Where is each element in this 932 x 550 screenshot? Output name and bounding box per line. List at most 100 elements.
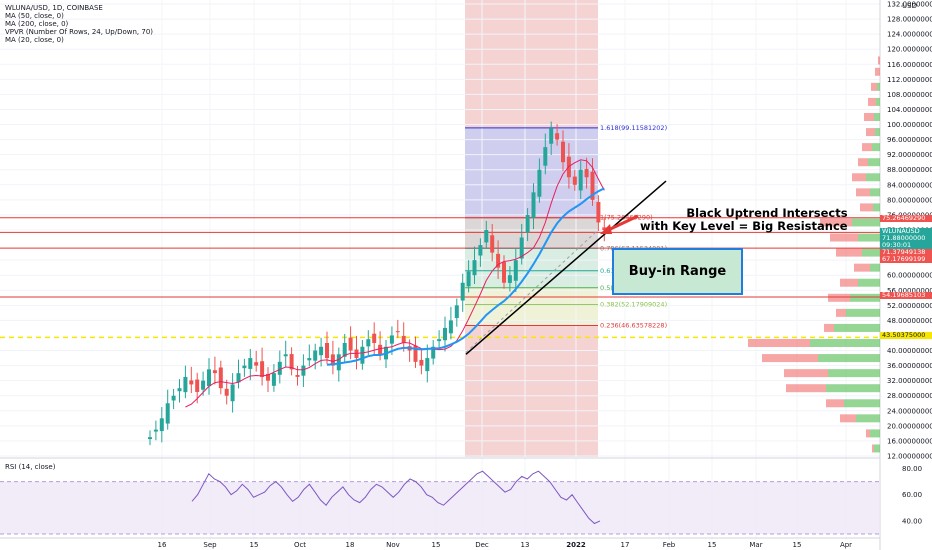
candle-body <box>207 369 211 387</box>
candle-body <box>531 192 536 218</box>
price-tick-label: 52.00000000 <box>887 302 932 310</box>
price-tick-label: 116.00000000 <box>887 61 932 69</box>
time-tick-label: 16 <box>158 541 167 549</box>
candle-body <box>301 365 306 376</box>
candle-body <box>590 171 595 200</box>
vpvr-bar-up <box>870 429 880 438</box>
vpvr-bar-up <box>858 278 880 287</box>
vpvr-bar-down <box>862 143 872 152</box>
candle-body <box>578 169 583 191</box>
vpvr-bar-up <box>868 158 880 167</box>
candle-body <box>248 358 253 369</box>
candle-body <box>460 282 465 301</box>
annotation-main: Black Uptrend Intersects with Key Level … <box>640 207 848 233</box>
rsi-tick-label: 60.00 <box>902 491 922 499</box>
candle-body <box>171 395 176 401</box>
vpvr-bar-up <box>874 444 880 453</box>
ma50-line <box>326 187 605 366</box>
time-tick-label: Oct <box>294 541 306 549</box>
buy-range-box[interactable]: Buy-in Range <box>612 248 743 295</box>
candle-body <box>502 262 506 283</box>
candle-body <box>289 354 294 370</box>
vpvr-bar-up <box>875 128 880 137</box>
candle-body <box>596 202 601 223</box>
vpvr-bar-up <box>862 248 880 257</box>
vpvr-bar-down <box>762 354 818 363</box>
symbol-title: WLUNA/USD, 1D, COINBASE <box>5 4 103 12</box>
time-tick-label: 15 <box>432 541 441 549</box>
rsi-title[interactable]: RSI (14, close) <box>5 463 56 471</box>
candle-body <box>513 260 518 281</box>
candle-body <box>348 337 353 351</box>
vpvr-bar-down <box>820 218 852 227</box>
vpvr-bar-up <box>870 188 880 197</box>
time-tick-label: 17 <box>621 541 630 549</box>
candle-body <box>389 335 394 344</box>
vpvr-bar-down <box>871 82 877 91</box>
price-tick-label: 80.00000000 <box>887 196 932 204</box>
buy-range-label: Buy-in Range <box>628 264 727 279</box>
candle-body <box>372 333 377 343</box>
candle-body <box>525 214 530 233</box>
vpvr-bar-up <box>844 399 880 408</box>
candle-body <box>519 237 524 259</box>
price-tick-label: 16.00000000 <box>887 437 932 445</box>
candle-body <box>572 176 577 185</box>
candle-body <box>360 346 365 364</box>
price-tick-label: 112.00000000 <box>887 76 932 84</box>
vpvr-bar-up <box>874 113 880 121</box>
vpvr-bar-up <box>876 97 880 106</box>
vpvr-bar-up <box>856 414 880 423</box>
candle-body <box>395 331 400 333</box>
time-tick-label: 2022 <box>566 541 586 549</box>
vpvr-bar-down <box>852 173 866 182</box>
indicator-ma50[interactable]: MA (50, close, 0) <box>5 12 64 20</box>
rsi-line <box>191 470 601 525</box>
price-tick-label: 20.00000000 <box>887 422 932 430</box>
vpvr-bar-up <box>818 354 880 363</box>
ma20-line <box>185 159 605 408</box>
vpvr-bar-up <box>850 293 880 302</box>
vpvr-bar-down <box>868 97 876 106</box>
rsi-band <box>0 481 880 534</box>
candle-body <box>425 358 430 372</box>
candle-body <box>443 327 447 341</box>
candle-body <box>212 370 217 374</box>
candle-body <box>490 235 495 253</box>
indicator-ma20[interactable]: MA (20, close, 0) <box>5 36 64 44</box>
candle-body <box>254 362 259 366</box>
vpvr-bar-down <box>826 399 844 408</box>
indicator-vpvr[interactable]: VPVR (Number Of Rows, 24, Up/Down, 70) <box>5 28 154 36</box>
currency-label[interactable]: USD <box>902 2 917 10</box>
indicator-ma200[interactable]: MA (200, close, 0) <box>5 20 69 28</box>
candle-body <box>266 373 270 381</box>
annotation-arrow-head <box>600 224 612 234</box>
time-tick-label: 15 <box>708 541 717 549</box>
candle-body <box>201 380 206 390</box>
vpvr-bar-up <box>852 218 880 227</box>
candle-body <box>260 361 265 377</box>
candle-body <box>195 379 200 392</box>
candle-body <box>413 345 418 362</box>
fib-label: 0.382(52.17909024) <box>600 301 667 309</box>
candle-body <box>277 361 282 375</box>
vpvr-bar-down <box>866 128 875 137</box>
vpvr-bar-up <box>828 369 880 378</box>
candle-body <box>283 354 288 357</box>
candle-body <box>561 141 565 163</box>
time-tick-label: 15 <box>250 541 259 549</box>
time-tick-label: Feb <box>663 541 676 549</box>
vpvr-bar-up <box>872 143 880 152</box>
candle-body <box>496 253 501 268</box>
vpvr-bar-up <box>826 384 880 393</box>
vpvr-bar-up <box>858 233 880 242</box>
vpvr-bar-down <box>856 188 870 197</box>
vpvr-bar-down <box>836 248 862 257</box>
vpvr-bar-down <box>786 384 826 393</box>
candle-body <box>448 320 453 334</box>
annotation-line-1: Black Uptrend Intersects <box>686 206 848 220</box>
fib-label: 1.618(99.11581202) <box>600 124 667 132</box>
vpvr-bar-down <box>830 233 858 242</box>
